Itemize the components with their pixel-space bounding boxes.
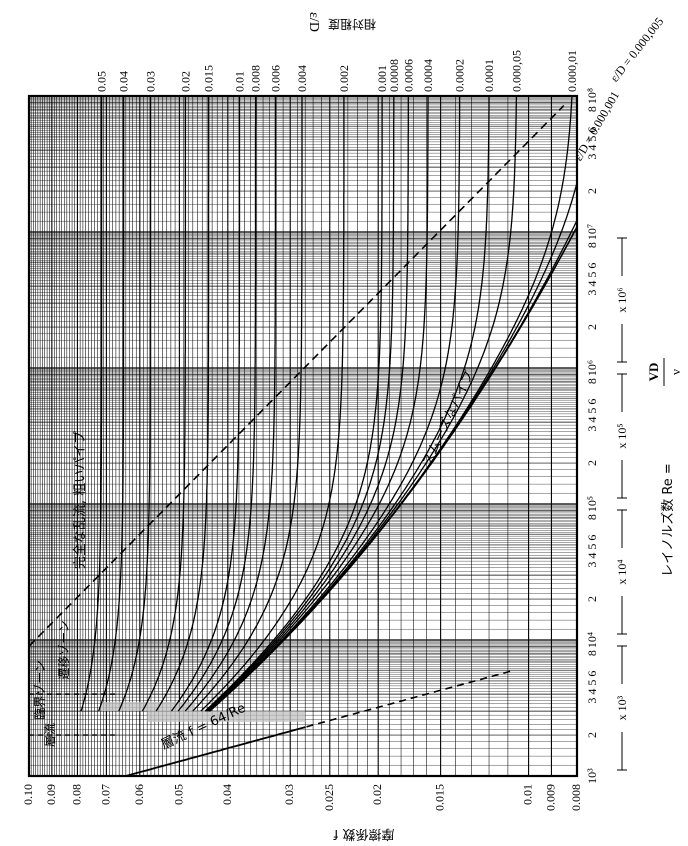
tick-label-re-minor: 3 4 5 6: [585, 399, 599, 432]
re-formula-num: VD: [646, 363, 661, 382]
tick-label-eps: 0.02: [178, 71, 192, 92]
zone-label: 臨界ゾーン: [33, 660, 47, 719]
tick-label-eps: 0.03: [143, 71, 157, 92]
tick-label-re: 10⁷: [585, 224, 599, 240]
tick-label-re-minor: 3 4 5 6: [585, 263, 599, 296]
roughness-curve: [205, 96, 395, 712]
roughness-axis-symbol: ε/D: [306, 12, 321, 32]
tick-label-f: 0.05: [171, 784, 185, 805]
tick-label-re-minor: 3 4 5 6: [585, 127, 599, 160]
tick-label-f: 0.07: [98, 784, 112, 805]
tick-label-re-minor: 8: [585, 106, 599, 112]
tick-label-eps: 0.0002: [453, 59, 467, 92]
roughness-curve: [206, 96, 409, 712]
roughness-axis-title: 相対粗度: [328, 17, 376, 32]
tick-label-f: 0.09: [44, 784, 58, 805]
tick-label-re: 10⁵: [585, 496, 599, 512]
tick-label-eps: 0.004: [295, 65, 309, 92]
tick-label-eps: 0.000,01: [565, 50, 579, 92]
tick-label-re: 10³: [585, 768, 599, 784]
roughness-curve: [155, 96, 210, 712]
zone-label: 遷移ゾーン: [57, 620, 71, 679]
multiplier-label: x 10⁵: [615, 423, 629, 448]
smooth-pipe-label: スムーズなパイプ: [419, 368, 477, 468]
tick-label-f: 0.08: [69, 784, 83, 805]
tick-label-f: 0.015: [433, 784, 447, 811]
roughness-curve: [141, 96, 187, 712]
shade-band: [147, 711, 306, 722]
tick-label-eps: 0.015: [202, 65, 216, 92]
tick-label-eps: 0.002: [337, 65, 351, 92]
tick-label-eps: 0.0004: [421, 59, 435, 92]
roughness-curve: [170, 96, 241, 712]
tick-label-re: 10⁶: [585, 360, 599, 376]
tick-label-re-minor: 8: [585, 514, 599, 520]
tick-label-re-minor: 3 4 5 6: [585, 535, 599, 568]
tick-label-f: 0.01: [521, 784, 535, 805]
roughness-curve: [209, 96, 573, 712]
tick-label-eps: 0.0006: [401, 59, 415, 92]
shade-band: [100, 702, 196, 712]
re-formula-den: ν: [668, 369, 683, 375]
laminar-line: [125, 726, 306, 777]
roughness-curves: [80, 96, 578, 712]
roughness-curve: [192, 96, 303, 712]
full-turbulence-label: 完全な乱流, 粗いパイプ: [72, 431, 88, 569]
tick-label-f: 0.009: [543, 784, 557, 811]
smooth-pipe-curve: [208, 226, 578, 712]
tick-label-re-minor: 2: [585, 732, 599, 738]
roughness-curve: [177, 96, 257, 712]
tick-label-re-minor: 8: [585, 378, 599, 384]
tick-label-eps: 0.0001: [482, 59, 496, 92]
tick-label-eps: 0.000,05: [509, 50, 523, 92]
tick-label-re-minor: 2: [585, 596, 599, 602]
full-turbulence-line: [28, 105, 565, 647]
tick-label-eps: 0.05: [95, 71, 109, 92]
x-axis-title: レイノルズ数 Re =: [660, 463, 676, 577]
tick-label-eps: 0.001: [375, 65, 389, 92]
tick-label-f: 0.04: [220, 784, 234, 805]
y-axis-title: 摩擦係数 f: [333, 826, 394, 842]
tick-label-re-minor: 2: [585, 188, 599, 194]
critical-zone-shading: [100, 702, 306, 722]
zone-label: 層流: [43, 723, 57, 747]
tick-label-eps: 0.01: [232, 71, 246, 92]
roughness-curve: [204, 96, 383, 712]
multiplier-label: x 10⁴: [615, 559, 629, 584]
roughness-curve: [118, 96, 151, 712]
roughness-curve: [98, 96, 125, 712]
roughness-curve: [208, 96, 461, 712]
roughness-curve: [184, 96, 277, 712]
tick-label-eps: 0.0008: [387, 59, 401, 92]
tick-label-eps: 0.04: [117, 71, 131, 92]
tick-label-re: 10⁴: [585, 632, 599, 648]
tick-label-re-minor: 2: [585, 324, 599, 330]
roughness-curve: [200, 96, 345, 712]
tick-labels: 0.10 0.09 0.08 0.07 0.06 0.05 0.04 0.03 0.025 0.0…: [21, 50, 599, 811]
eps-label-extra: ε/D = 0.000,005: [607, 15, 666, 85]
tick-label-f: 0.025: [322, 784, 336, 811]
tick-label-re-minor: 2: [585, 460, 599, 466]
multiplier-label: x 10⁶: [615, 287, 629, 312]
chart-grid: [28, 95, 578, 777]
roughness-curve: [80, 96, 103, 712]
tick-label-f: 0.06: [132, 784, 146, 805]
plot-frame: [27, 94, 579, 778]
tick-label-f: 0.02: [370, 784, 384, 805]
tick-label-re-minor: 3 4 5 6: [585, 671, 599, 704]
tick-label-re-minor: 8: [585, 650, 599, 656]
tick-label-eps: 0.006: [268, 65, 282, 92]
tick-label-re: 10⁸: [585, 88, 599, 104]
tick-label-f: 0.03: [282, 784, 296, 805]
tick-label-re-minor: 8: [585, 242, 599, 248]
roughness-curve: [207, 96, 429, 712]
multiplier-label: x 10³: [615, 695, 629, 720]
tick-label-f: 0.008: [569, 784, 583, 811]
tick-label-f: 0.10: [21, 784, 35, 805]
special-lines: [28, 105, 565, 777]
laminar-line-extension: [306, 670, 512, 728]
tick-label-eps: 0.008: [249, 65, 263, 92]
